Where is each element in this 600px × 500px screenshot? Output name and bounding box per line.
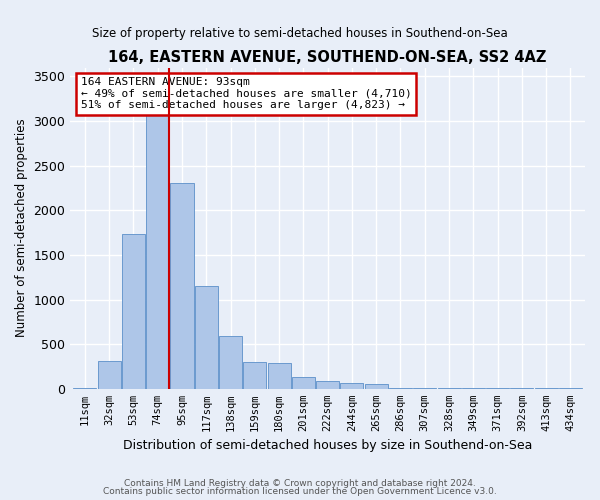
Bar bbox=[195, 286, 218, 389]
Bar bbox=[243, 362, 266, 389]
Bar bbox=[292, 377, 315, 389]
Bar bbox=[268, 363, 290, 389]
Bar bbox=[316, 381, 339, 389]
Bar bbox=[170, 182, 194, 389]
Text: Contains HM Land Registry data © Crown copyright and database right 2024.: Contains HM Land Registry data © Crown c… bbox=[124, 478, 476, 488]
Bar bbox=[219, 336, 242, 389]
Y-axis label: Number of semi-detached properties: Number of semi-detached properties bbox=[15, 119, 28, 338]
X-axis label: Distribution of semi-detached houses by size in Southend-on-Sea: Distribution of semi-detached houses by … bbox=[123, 440, 532, 452]
Title: 164, EASTERN AVENUE, SOUTHEND-ON-SEA, SS2 4AZ: 164, EASTERN AVENUE, SOUTHEND-ON-SEA, SS… bbox=[109, 50, 547, 65]
Text: Contains public sector information licensed under the Open Government Licence v3: Contains public sector information licen… bbox=[103, 487, 497, 496]
Text: Size of property relative to semi-detached houses in Southend-on-Sea: Size of property relative to semi-detach… bbox=[92, 28, 508, 40]
Bar bbox=[122, 234, 145, 389]
Bar bbox=[365, 384, 388, 389]
Bar bbox=[98, 361, 121, 389]
Bar bbox=[340, 383, 364, 389]
Bar bbox=[389, 388, 412, 389]
Bar bbox=[146, 87, 169, 389]
Text: 164 EASTERN AVENUE: 93sqm
← 49% of semi-detached houses are smaller (4,710)
51% : 164 EASTERN AVENUE: 93sqm ← 49% of semi-… bbox=[80, 77, 412, 110]
